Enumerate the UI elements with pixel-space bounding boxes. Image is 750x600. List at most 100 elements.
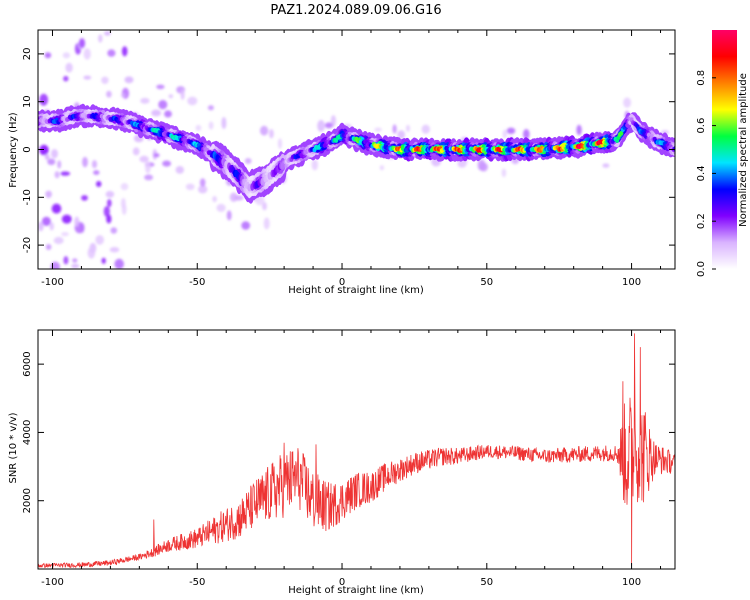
spectrogram-noise-blob: [406, 124, 410, 132]
colorbar-fill: [712, 30, 737, 269]
spectrogram-y-ticks: -20 -10 0 10 20: [22, 48, 675, 253]
spectrogram-noise-blob: [185, 183, 195, 190]
spectrogram-x-tick-label: 0: [339, 277, 345, 288]
spectrogram-noise-blob: [151, 109, 162, 117]
spectrogram-x-tick-label: -50: [189, 277, 205, 288]
spectrogram-y-tick-label: 10: [22, 95, 33, 108]
colorbar-tick-label: 0.6: [696, 118, 707, 134]
spectrogram-noise-blob: [139, 155, 149, 163]
spectrogram-noise-blob: [158, 100, 168, 110]
spectrogram-y-tick-label: 20: [22, 48, 33, 61]
spectrogram-noise-blob: [45, 244, 52, 250]
spectrogram-noise-blob: [180, 89, 185, 100]
spectrogram-noise-blob: [324, 122, 333, 129]
spectrogram-noise-blob: [501, 168, 507, 178]
spectrogram-noise-blob: [74, 216, 80, 227]
spectrogram-noise-blob: [95, 235, 104, 245]
spectrogram-noise-blob: [221, 117, 227, 129]
spectrogram-ridge-layer: [38, 112, 675, 192]
spectrogram-noise-blob: [39, 93, 49, 106]
spectrogram-noise-blob: [277, 138, 283, 150]
spectrogram-x-axis-label: Height of straight line (km): [288, 285, 424, 296]
spectrogram-noise-blob: [47, 158, 56, 165]
spectrogram-noise-blob: [101, 257, 106, 264]
spectrogram-noise-blob: [477, 159, 486, 171]
snr-x-tick-label: 50: [480, 577, 493, 588]
spectrogram-noise-blob: [83, 48, 91, 60]
spectrogram-noise-blob: [109, 247, 120, 253]
spectrogram-noise-blob: [105, 190, 115, 198]
spectrogram-noise-blob: [140, 97, 150, 104]
spectrogram-noise-blob: [61, 214, 72, 224]
spectrogram-noise-blob: [121, 204, 127, 215]
colorbar-label: Normalized spectral amplitude: [738, 73, 749, 227]
spectrogram-noise-blob: [124, 76, 134, 84]
spectrogram-noise-blob: [45, 190, 52, 198]
spectrogram-x-ticks: -100 -50 0 50 100: [41, 30, 662, 288]
spectrogram-noise-blob: [175, 166, 184, 174]
spectrogram-noise-blob: [104, 31, 111, 36]
spectrogram-y-tick-label: -20: [22, 237, 33, 253]
spectrogram-noise-blob: [234, 195, 244, 201]
spectrogram-noise-blob: [212, 196, 217, 203]
spectrogram-signal-ridge: [38, 103, 675, 204]
spectrogram-y-tick-label: 0: [22, 146, 33, 152]
spectrogram-diffuse-energy: [38, 31, 670, 269]
spectrogram-noise-blob: [260, 125, 269, 136]
snr-x-tick-label: 0: [339, 577, 345, 588]
spectrogram-noise-blob: [54, 171, 60, 179]
colorbar: 0.0 0.2 0.4 0.6 0.8 Normalized spectral ampl…: [696, 30, 749, 277]
spectrogram-noise-blob: [263, 217, 270, 230]
spectrogram-noise-blob: [78, 38, 86, 49]
spectrogram-noise-blob: [114, 258, 124, 269]
snr-x-tick-label: 100: [622, 577, 641, 588]
spectrogram-noise-blob: [63, 75, 69, 82]
snr-plot-area: [38, 330, 675, 569]
spectrogram-x-tick-label: 50: [480, 277, 493, 288]
spectrogram-noise-blob: [576, 124, 582, 136]
snr-x-tick-label: -100: [41, 577, 64, 588]
snr-y-ticks: 2000 4000 6000: [22, 351, 675, 513]
spectrogram-noise-blob: [106, 90, 112, 98]
spectrogram-noise-blob: [311, 159, 318, 171]
colorbar-ticks: 0.0 0.2 0.4 0.6 0.8: [696, 70, 716, 277]
spectrogram-noise-blob: [145, 161, 151, 174]
spectrogram-noise-blob: [506, 127, 516, 134]
spectrogram-noise-blob: [51, 203, 62, 214]
snr-x-ticks: -100 -50 0 50 100: [41, 330, 662, 588]
spectrogram-noise-blob: [421, 124, 430, 134]
spectrogram-noise-blob: [156, 84, 165, 90]
spectrogram-noise-blob: [269, 129, 274, 139]
spectrogram-noise-blob: [317, 120, 325, 132]
spectrogram-noise-blob: [120, 183, 129, 191]
colorbar-tick-label: 0.8: [696, 70, 707, 86]
spectrogram-noise-blob: [96, 181, 102, 187]
spectrogram-noise-blob: [91, 160, 98, 169]
spectrogram-noise-blob: [101, 76, 109, 85]
spectrogram-noise-blob: [61, 232, 69, 237]
spectrogram-noise-blob: [49, 222, 54, 231]
spectrogram-noise-blob: [164, 110, 172, 118]
spectrogram-noise-blob: [81, 195, 88, 201]
spectrogram-noise-blob: [44, 52, 52, 59]
spectrogram-noise-blob: [93, 170, 100, 176]
spectrogram-noise-blob: [244, 158, 252, 164]
spectrogram-noise-blob: [168, 94, 174, 99]
spectrogram-noise-blob: [63, 256, 69, 265]
spectrogram-noise-blob: [107, 199, 112, 208]
spectrogram-y-axis-label: Frequency (Hz): [8, 112, 19, 188]
spectrogram-noise-blob: [397, 130, 406, 140]
spectrogram-noise-blob: [379, 165, 385, 171]
spectrogram-y-tick-label: -10: [22, 189, 33, 205]
snr-y-tick-label: 6000: [22, 351, 33, 376]
spectrogram-noise-blob: [98, 34, 103, 43]
snr-y-tick-label: 2000: [22, 488, 33, 513]
snr-y-tick-label: 4000: [22, 420, 33, 445]
spectrogram-noise-blob: [57, 160, 62, 169]
snr-panel: -100 -50 0 50 100 2000 4000 6000 Height of str…: [8, 329, 676, 596]
colorbar-tick-label: 0.4: [696, 165, 707, 181]
spectrogram-x-tick-label: -100: [41, 277, 64, 288]
spectrogram-noise-blob: [162, 160, 172, 167]
